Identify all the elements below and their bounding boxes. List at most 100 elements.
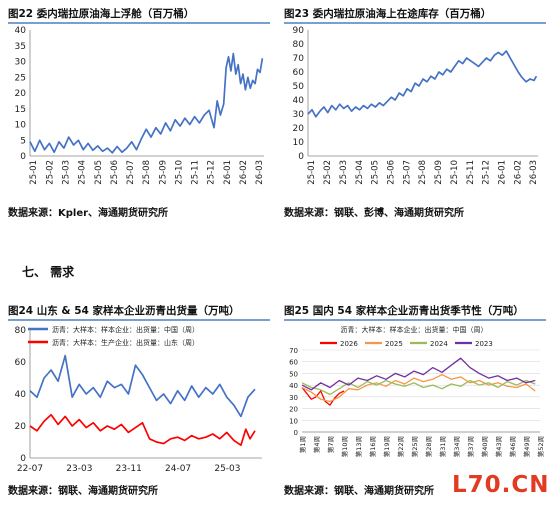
x-tick-label: 25-11 xyxy=(191,160,201,185)
y-tick-label: 20 xyxy=(293,124,305,134)
y-tick-label: 30 xyxy=(15,58,27,68)
y-tick-label: 40 xyxy=(293,96,305,106)
fig24-title: 图24 山东 & 54 家样本企业沥青出货量（万吨） xyxy=(8,305,240,317)
x-tick-label: 25-10 xyxy=(174,160,184,185)
y-tick-label: 70 xyxy=(289,347,298,355)
x-tick-label: 25-05 xyxy=(371,160,381,185)
legend-label: 2025 xyxy=(385,340,403,348)
legend-label: 沥青：大样本：样本企业：出货量：中国（周） xyxy=(52,325,199,334)
x-tick-label: 第25周 xyxy=(410,436,419,457)
x-tick-label: 26-01 xyxy=(498,160,508,185)
y-tick-label: 60 xyxy=(289,359,298,367)
x-tick-label: 24-07 xyxy=(165,464,191,474)
y-tick-label: 10 xyxy=(293,138,305,148)
fig24-chart: 0 20 40 60 80 22-07 23-03 23-11 24-07 25-03 沥青：大样本… xyxy=(15,325,262,474)
x-tick-label: 23-03 xyxy=(66,464,92,474)
y-tick-label: 0 xyxy=(298,152,304,162)
x-tick-label: 第34周 xyxy=(452,436,461,457)
x-tick-label: 第13周 xyxy=(354,436,363,457)
y-tick-label: 5 xyxy=(20,136,26,146)
fig23-title-rule xyxy=(284,22,546,24)
x-tick-label: 25-09 xyxy=(158,160,168,185)
y-tick-label: 15 xyxy=(15,105,26,115)
fig23-source: 数据来源：钢联、彭博、海通期货研究所 xyxy=(284,208,464,219)
y-tick-label: 70 xyxy=(293,54,305,64)
series-line-3 xyxy=(301,357,536,391)
x-tick-label: 25-05 xyxy=(94,160,104,185)
y-tick-label: 60 xyxy=(293,68,305,78)
y-tick-label: 10 xyxy=(289,417,298,425)
x-tick-label: 26-02 xyxy=(513,160,523,185)
y-tick-label: 30 xyxy=(289,394,298,402)
x-tick-label: 25-06 xyxy=(110,160,120,185)
fig24-title-rule xyxy=(8,319,270,321)
y-tick-label: 20 xyxy=(15,422,27,432)
x-tick-label: 26-01 xyxy=(223,160,233,185)
x-tick-label: 25-08 xyxy=(142,160,152,185)
x-tick-label: 25-03 xyxy=(62,160,72,185)
x-tick-label: 25-12 xyxy=(207,160,217,185)
series-line-1 xyxy=(301,373,536,403)
y-tick-label: 40 xyxy=(15,390,27,400)
x-tick-label: 25-01 xyxy=(307,160,317,185)
y-tick-label: 60 xyxy=(15,358,27,368)
site-watermark: L70.CN xyxy=(452,472,550,498)
legend-label: 2023 xyxy=(475,340,493,348)
x-tick-label: 25-07 xyxy=(402,160,412,185)
fig22-title: 图22 委内瑞拉原油海上浮舱（百万桶） xyxy=(8,8,195,20)
fig25-chart: 0 10 20 30 40 50 60 70 第1周 第4周 第7周 第10周 第13周 第16周 第19周… xyxy=(289,325,545,457)
x-tick-label: 25-04 xyxy=(78,160,88,185)
y-tick-label: 20 xyxy=(289,406,298,414)
x-tick-label: 25-03 xyxy=(214,464,240,474)
x-tick-label: 第1周 xyxy=(298,436,307,453)
x-tick-label: 第7周 xyxy=(326,436,335,453)
x-tick-label: 第37周 xyxy=(466,436,475,457)
x-tick-label: 第49周 xyxy=(522,436,531,457)
legend-label: 沥青：大样本：生产企业：出货量：山东（周） xyxy=(52,338,199,347)
fig22-chart: 0 5 10 15 20 25 30 35 40 25-01 25-02 25-03 25-04 25-0… xyxy=(15,26,266,185)
x-tick-label: 25-03 xyxy=(339,160,349,185)
x-tick-label: 第52周 xyxy=(536,436,545,457)
y-tick-label: 0 xyxy=(20,454,26,464)
y-tick-label: 40 xyxy=(15,26,27,36)
x-tick-label: 22-07 xyxy=(17,464,43,474)
y-tick-label: 50 xyxy=(293,82,305,92)
x-tick-label: 第16周 xyxy=(368,436,377,457)
y-tick-label: 30 xyxy=(293,110,305,120)
x-tick-label: 25-02 xyxy=(45,160,55,185)
x-tick-label: 第28周 xyxy=(424,436,433,457)
section-heading: 七、 需求 xyxy=(22,265,75,279)
y-tick-label: 80 xyxy=(293,40,305,50)
x-tick-label: 第4周 xyxy=(312,436,321,453)
legend-label: 2026 xyxy=(340,340,358,348)
x-tick-label: 23-11 xyxy=(116,464,142,474)
chart-subtitle: 沥青：大样本：样本企业：出货量：中国（周） xyxy=(341,325,488,334)
y-tick-label: 0 xyxy=(20,152,26,162)
y-tick-label: 50 xyxy=(289,370,298,378)
x-tick-label: 25-01 xyxy=(29,160,39,185)
x-tick-label: 25-10 xyxy=(450,160,460,185)
series-line-2 xyxy=(301,379,536,396)
series-line-0 xyxy=(29,413,256,447)
x-tick-label: 25-09 xyxy=(434,160,444,185)
x-tick-label: 第43周 xyxy=(494,436,503,457)
x-tick-label: 25-08 xyxy=(418,160,428,185)
series-line-0 xyxy=(301,387,345,406)
y-tick-label: 25 xyxy=(15,73,26,83)
series-line xyxy=(29,52,264,154)
y-tick-label: 20 xyxy=(15,89,27,99)
x-tick-label: 第46周 xyxy=(508,436,517,457)
series-line-1 xyxy=(29,354,256,418)
fig25-title-rule xyxy=(284,319,546,321)
y-tick-label: 35 xyxy=(15,42,26,52)
x-tick-label: 第40周 xyxy=(480,436,489,457)
fig25-source: 数据来源：钢联、海通期货研究所 xyxy=(284,486,434,497)
x-tick-label: 第22周 xyxy=(396,436,405,457)
x-tick-label: 25-02 xyxy=(323,160,333,185)
x-tick-label: 25-07 xyxy=(126,160,136,185)
x-tick-label: 第19周 xyxy=(382,436,391,457)
fig22-title-rule xyxy=(8,22,270,24)
x-tick-label: 第10周 xyxy=(340,436,349,457)
fig24-source: 数据来源：钢联、海通期货研究所 xyxy=(8,486,158,497)
legend-label: 2024 xyxy=(430,340,448,348)
